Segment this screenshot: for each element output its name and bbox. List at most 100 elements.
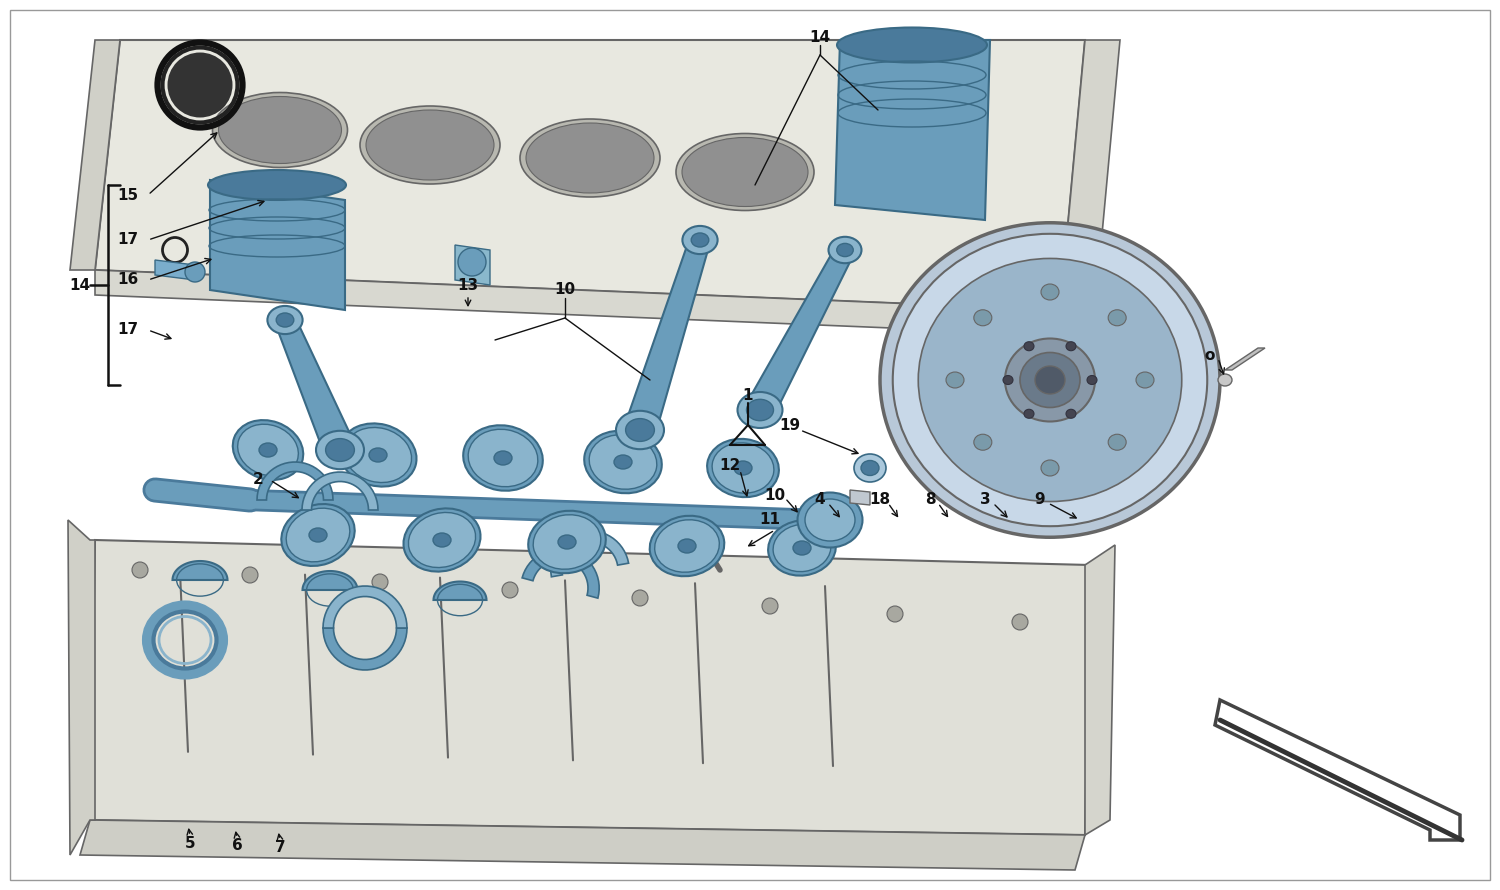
Ellipse shape — [861, 460, 879, 475]
Ellipse shape — [404, 508, 480, 571]
Ellipse shape — [1041, 460, 1059, 476]
Polygon shape — [154, 260, 195, 280]
Circle shape — [1013, 614, 1028, 630]
Ellipse shape — [918, 258, 1182, 502]
Ellipse shape — [468, 429, 538, 487]
Polygon shape — [747, 246, 853, 417]
Text: 17: 17 — [117, 322, 138, 337]
Text: 16: 16 — [117, 272, 138, 287]
Ellipse shape — [458, 248, 486, 276]
Ellipse shape — [616, 411, 664, 449]
Text: 18: 18 — [870, 492, 891, 507]
Ellipse shape — [688, 525, 700, 535]
Ellipse shape — [532, 514, 602, 570]
Ellipse shape — [219, 96, 342, 164]
Polygon shape — [1226, 348, 1264, 370]
Ellipse shape — [1020, 352, 1080, 408]
Ellipse shape — [1066, 342, 1076, 351]
Ellipse shape — [1024, 342, 1033, 351]
Circle shape — [886, 606, 903, 622]
Ellipse shape — [772, 524, 831, 571]
Ellipse shape — [768, 521, 836, 576]
Ellipse shape — [464, 425, 543, 490]
Ellipse shape — [286, 508, 350, 562]
Ellipse shape — [1066, 409, 1076, 418]
Ellipse shape — [1035, 366, 1065, 394]
Ellipse shape — [747, 400, 774, 421]
Ellipse shape — [626, 418, 654, 441]
Ellipse shape — [880, 222, 1220, 538]
Text: 14: 14 — [69, 278, 90, 293]
Ellipse shape — [237, 425, 298, 476]
Ellipse shape — [806, 499, 855, 541]
Ellipse shape — [798, 492, 862, 547]
Ellipse shape — [794, 541, 812, 555]
Polygon shape — [836, 40, 990, 220]
Polygon shape — [68, 520, 94, 855]
Circle shape — [372, 574, 388, 590]
Ellipse shape — [734, 461, 752, 475]
Ellipse shape — [682, 137, 808, 206]
Polygon shape — [433, 581, 486, 600]
Polygon shape — [94, 270, 1060, 335]
Ellipse shape — [946, 372, 964, 388]
Ellipse shape — [828, 237, 861, 263]
Text: 7: 7 — [274, 839, 285, 854]
Ellipse shape — [738, 392, 783, 428]
Circle shape — [503, 582, 518, 598]
Ellipse shape — [1136, 372, 1154, 388]
Ellipse shape — [590, 434, 657, 490]
Circle shape — [632, 590, 648, 606]
Circle shape — [132, 562, 148, 578]
Ellipse shape — [213, 93, 348, 167]
Polygon shape — [1084, 545, 1114, 835]
Ellipse shape — [676, 134, 814, 211]
Polygon shape — [90, 540, 1090, 835]
Circle shape — [762, 598, 778, 614]
Ellipse shape — [276, 313, 294, 327]
Ellipse shape — [682, 226, 717, 254]
Ellipse shape — [282, 504, 354, 566]
Ellipse shape — [1108, 310, 1126, 326]
Text: 10: 10 — [765, 488, 786, 503]
Ellipse shape — [260, 443, 278, 457]
Text: 1: 1 — [742, 387, 753, 402]
Ellipse shape — [526, 123, 654, 193]
Ellipse shape — [433, 533, 451, 547]
Ellipse shape — [974, 310, 992, 326]
Ellipse shape — [712, 443, 774, 493]
Ellipse shape — [892, 234, 1208, 526]
Ellipse shape — [558, 535, 576, 549]
Text: 2: 2 — [252, 473, 264, 488]
Ellipse shape — [369, 448, 387, 462]
Text: 5: 5 — [184, 836, 195, 851]
Ellipse shape — [309, 528, 327, 542]
Polygon shape — [550, 530, 628, 577]
Ellipse shape — [316, 431, 364, 469]
Polygon shape — [303, 571, 357, 590]
Polygon shape — [1060, 40, 1120, 310]
Text: 17: 17 — [117, 232, 138, 247]
Polygon shape — [302, 472, 378, 510]
Ellipse shape — [650, 515, 724, 576]
Text: 6: 6 — [231, 837, 243, 853]
Ellipse shape — [326, 439, 354, 461]
Circle shape — [242, 567, 258, 583]
Ellipse shape — [1108, 434, 1126, 450]
Text: 12: 12 — [720, 457, 741, 473]
Ellipse shape — [1041, 284, 1059, 300]
Text: 8: 8 — [924, 492, 936, 507]
Text: 15: 15 — [117, 188, 138, 203]
Text: 13: 13 — [458, 278, 478, 293]
Polygon shape — [454, 245, 490, 285]
Ellipse shape — [339, 424, 417, 487]
Ellipse shape — [1004, 376, 1013, 384]
Ellipse shape — [837, 28, 987, 62]
Ellipse shape — [345, 427, 411, 482]
Ellipse shape — [974, 434, 992, 450]
Text: 9: 9 — [1035, 492, 1046, 507]
Ellipse shape — [184, 262, 206, 282]
Text: o: o — [1204, 347, 1215, 362]
Polygon shape — [80, 820, 1084, 870]
Ellipse shape — [706, 439, 778, 498]
